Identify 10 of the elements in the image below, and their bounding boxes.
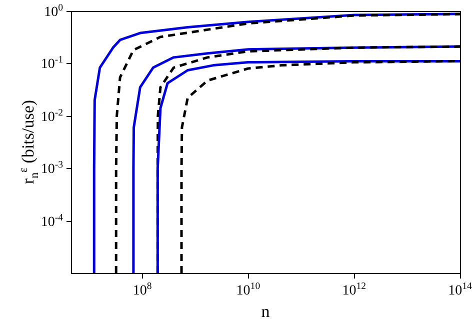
x-tick-label: 10$^{14}$ xyxy=(448,281,472,299)
y-tick-label: 10$^{-4}$ xyxy=(40,212,63,230)
y-tick-label: 10$^{-2}$ xyxy=(40,107,63,125)
x-tick-label: 10$^{12}$ xyxy=(342,281,366,299)
y-tick-label: 10$^{-3}$ xyxy=(40,160,63,178)
y-tick-label: 10$^{-1}$ xyxy=(40,54,63,73)
x-axis-title: n xyxy=(261,302,270,319)
y-tick-label: 10$^{0}$ xyxy=(44,2,63,20)
x-tick-label: 10$^{8}$ xyxy=(132,281,152,299)
x-tick-label: 10$^{10}$ xyxy=(236,281,260,299)
